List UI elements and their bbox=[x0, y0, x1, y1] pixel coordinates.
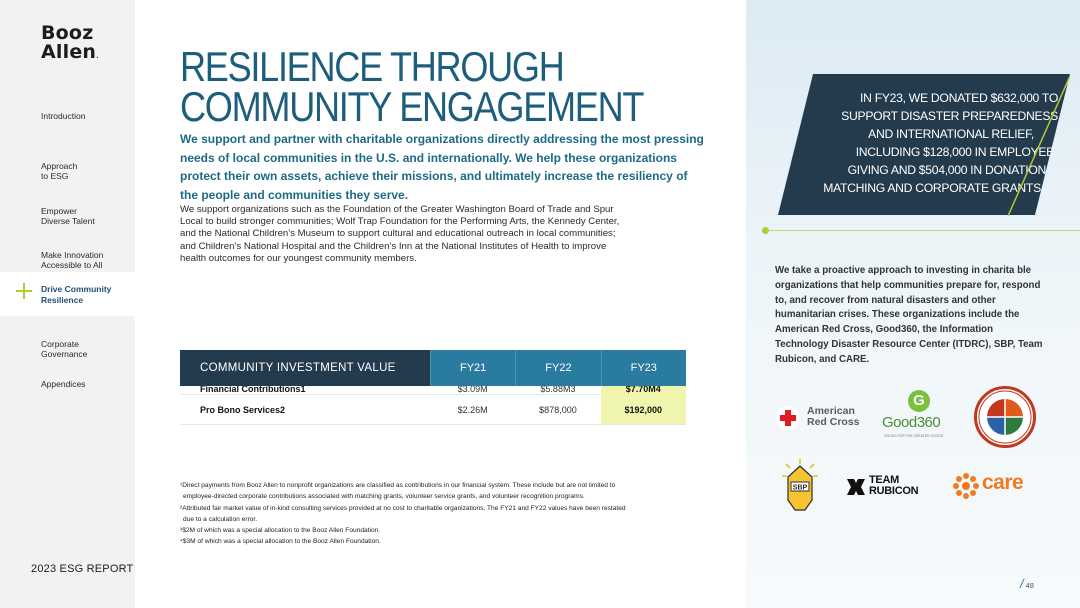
sidebar-item-corporate-governance[interactable]: Corporate Governance bbox=[41, 328, 131, 360]
sidebar-item-label: Introduction bbox=[41, 111, 86, 121]
footnote: ³$2M of which was a special allocation t… bbox=[180, 527, 381, 535]
sidebar-item-empower-diverse-talent[interactable]: Empower Diverse Talent bbox=[41, 195, 131, 227]
itdrc-seal-logo[interactable] bbox=[974, 386, 1036, 448]
community-investment-table: COMMUNITY INVESTMENT VALUE FY21 FY22 FY2… bbox=[180, 350, 686, 425]
table-header-cell: FY21 bbox=[430, 350, 516, 386]
callout-line: INCLUDING $128,000 IN EMPLOYEE bbox=[855, 145, 1055, 159]
page-number: /48 bbox=[1020, 576, 1034, 591]
slash-glyph: / bbox=[1020, 576, 1024, 591]
footnote: ¹Direct payments from Booz Allen to nonp… bbox=[180, 482, 616, 489]
title-line-2: COMMUNITY ENGAGEMENT bbox=[180, 83, 644, 130]
body-paragraph: We support organizations such as the Fou… bbox=[180, 204, 670, 265]
good360-logo[interactable]: G Good360 GOODS FOR THE GREATER GOOD® bbox=[882, 390, 960, 442]
callout-accent-stroke bbox=[1007, 76, 1070, 216]
lead-paragraph: We support and partner with charitable o… bbox=[180, 132, 704, 202]
footnotes: ¹Direct payments from Booz Allen to nonp… bbox=[180, 480, 690, 548]
footnote: employee-directed corporate contribution… bbox=[183, 493, 585, 501]
callout-line: GIVING AND $504,000 IN DONATION bbox=[847, 163, 1047, 177]
callout-background bbox=[778, 74, 1070, 215]
american-red-cross-logo[interactable]: American Red Cross bbox=[776, 403, 866, 433]
body-line: health outcomes for our youngest communi… bbox=[180, 252, 417, 264]
good360-wordmark: Good360 bbox=[882, 414, 941, 431]
page-title: RESILIENCE THROUGH COMMUNITY ENGAGEMENT bbox=[180, 43, 644, 130]
red-cross-icon bbox=[776, 406, 800, 430]
footnote: ²Attributed fair market value of in-kind… bbox=[180, 504, 626, 512]
itdrc-seal-icon bbox=[978, 390, 1032, 444]
donation-callout: IN FY23, WE DONATED $632,000 TO SUPPORT … bbox=[778, 74, 1070, 215]
sbp-house-icon: SBP bbox=[782, 459, 818, 511]
svg-text:SBP: SBP bbox=[793, 485, 808, 492]
sidebar-item-appendices[interactable]: Appendices bbox=[41, 379, 131, 390]
table-header: COMMUNITY INVESTMENT VALUE FY21 FY22 FY2… bbox=[180, 350, 686, 386]
sidebar-item-label: Drive Community Resilience bbox=[41, 284, 112, 305]
body-line: Local to build stronger communities; Wol… bbox=[180, 216, 620, 228]
team-rubicon-wordmark: TEAM RUBICON bbox=[869, 474, 919, 497]
callout-line: AND INTERNATIONAL RELIEF, bbox=[868, 127, 1034, 141]
table-header-cell: FY22 bbox=[515, 350, 601, 386]
logo-line-1: Booz bbox=[41, 22, 94, 44]
body-line: and Children’s National Hospital and the… bbox=[180, 240, 607, 252]
table-header-cell: COMMUNITY INVESTMENT VALUE bbox=[180, 350, 430, 386]
title-line-1: RESILIENCE THROUGH bbox=[180, 43, 565, 90]
footnote: ⁴$3M of which was a special allocation t… bbox=[180, 538, 381, 546]
table-row: Financial Contributions1 $3.09M $5.88M3 … bbox=[180, 386, 686, 395]
panel-paragraph: We take a proactive approach to investin… bbox=[775, 265, 1043, 365]
table-cell: $5.88M3 bbox=[540, 386, 576, 394]
table-cell: Pro Bono Services2 bbox=[200, 404, 286, 415]
good360-icon: G bbox=[908, 390, 930, 412]
good360-tagline: GOODS FOR THE GREATER GOOD® bbox=[884, 434, 944, 438]
sidebar-item-drive-community-resilience[interactable]: Drive Community Resilience bbox=[0, 272, 135, 316]
table-cell: $878,000 bbox=[539, 404, 577, 415]
accent-divider bbox=[766, 230, 1080, 231]
body-line: We support organizations such as the Fou… bbox=[180, 204, 614, 215]
table-cell: $3.09M bbox=[457, 386, 488, 394]
table-cell: $2.26M bbox=[457, 404, 488, 415]
care-wordmark: care bbox=[982, 471, 1024, 494]
callout-text: IN FY23, WE DONATED $632,000 TO SUPPORT … bbox=[802, 89, 1058, 197]
footnote: due to a calculation error. bbox=[183, 515, 258, 523]
callout-line: IN FY23, WE DONATED $632,000 TO bbox=[860, 91, 1058, 105]
table-row: Pro Bono Services2 $2.26M $878,000 $192,… bbox=[180, 387, 686, 425]
plus-icon bbox=[16, 283, 32, 299]
sidebar-item-approach-to-esg[interactable]: Approach to ESG bbox=[41, 150, 131, 182]
sidebar-item-label: Make Innovation Accessible to All bbox=[41, 249, 104, 271]
team-rubicon-icon bbox=[847, 479, 865, 495]
callout-line: SUPPORT DISASTER PREPAREDNESS bbox=[841, 109, 1058, 123]
care-logo[interactable]: care bbox=[952, 470, 1040, 502]
logo-line-2: Allen. bbox=[41, 41, 99, 63]
sidebar-item-label: Approach to ESG bbox=[41, 160, 78, 182]
sidebar-item-label: Empower Diverse Talent bbox=[41, 205, 95, 227]
table-header-cell: FY23 bbox=[600, 350, 686, 386]
callout-line: MATCHING AND CORPORATE GRANTS. bbox=[823, 181, 1044, 195]
sidebar: Booz Allen. Introduction Approach to ESG… bbox=[0, 0, 135, 608]
sidebar-item-label: Corporate Governance bbox=[41, 338, 88, 360]
report-label: 2023 ESG REPORT bbox=[31, 563, 134, 575]
sidebar-item-make-innovation-accessible[interactable]: Make Innovation Accessible to All bbox=[41, 239, 131, 271]
booz-allen-logo[interactable]: Booz Allen. bbox=[41, 24, 99, 66]
sidebar-item-label: Appendices bbox=[41, 379, 86, 389]
table-cell: $7.70M4 bbox=[600, 386, 686, 394]
care-sun-icon bbox=[953, 473, 979, 499]
accent-dot bbox=[762, 227, 769, 234]
red-cross-wordmark: American Red Cross bbox=[807, 405, 860, 428]
sidebar-item-introduction[interactable]: Introduction bbox=[41, 111, 131, 122]
table-cell: $192,000 bbox=[600, 387, 686, 424]
body-line: and the National Children’s Museum to su… bbox=[180, 228, 616, 240]
sbp-logo[interactable]: SBP bbox=[781, 458, 819, 514]
team-rubicon-logo[interactable]: TEAM RUBICON bbox=[845, 474, 933, 500]
table-cell: Financial Contributions1 bbox=[200, 386, 306, 394]
